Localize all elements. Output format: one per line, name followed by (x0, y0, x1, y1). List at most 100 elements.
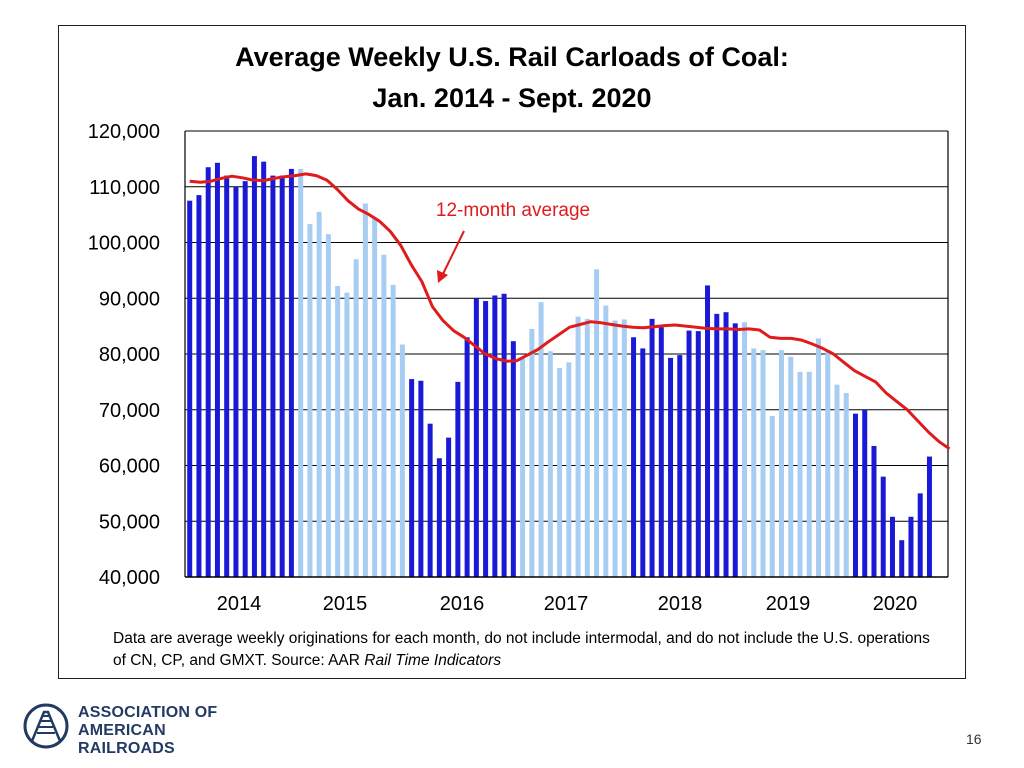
bar-2016-4 (436, 458, 442, 577)
bar-2017-11 (612, 320, 618, 577)
x-tick-label-2014: 2014 (217, 593, 262, 615)
logo-line-2: AMERICAN RAILROADS (78, 722, 175, 757)
bar-2018-8 (695, 331, 701, 577)
bar-2018-5 (668, 357, 674, 577)
bar-2017-12 (621, 319, 627, 577)
bar-2015-2 (307, 224, 313, 578)
bar-2015-12 (399, 344, 405, 577)
chart-frame (58, 25, 966, 679)
bar-2015-11 (390, 284, 396, 577)
bar-2018-2 (640, 348, 646, 577)
bar-2020-4 (880, 476, 886, 577)
bar-2019-2 (751, 348, 757, 577)
bar-2016-5 (446, 437, 452, 577)
bar-2018-1 (631, 337, 637, 577)
bar-2016-6 (455, 381, 461, 577)
chart-subtitle: Jan. 2014 - Sept. 2020 (372, 83, 652, 113)
bar-2014-5 (224, 175, 230, 577)
bar-2015-6 (344, 292, 350, 577)
bar-2014-8 (251, 156, 257, 577)
y-tick-label: 70,000 (99, 400, 160, 422)
x-tick-label-2015: 2015 (323, 593, 368, 615)
annotation-12-month-average: 12-month average (436, 200, 590, 221)
bar-2019-3 (760, 350, 766, 577)
bar-2016-7 (464, 337, 470, 577)
bar-2020-3 (871, 445, 877, 577)
bar-2017-3 (538, 302, 544, 577)
bar-2016-1 (409, 379, 415, 577)
bar-2017-1 (520, 358, 526, 577)
bar-2015-10 (381, 254, 387, 577)
bar-2015-1 (298, 168, 304, 577)
footnote-text: Data are average weekly originations for… (113, 630, 930, 669)
bar-2014-12 (288, 168, 294, 577)
y-tick-label: 50,000 (99, 511, 160, 533)
bar-2017-4 (547, 351, 553, 577)
bar-2017-10 (603, 305, 609, 577)
aar-logo: ASSOCIATION OF AMERICAN RAILROADS (22, 700, 262, 757)
bar-2016-2 (418, 380, 424, 577)
bar-2019-5 (779, 350, 785, 577)
bar-2018-10 (714, 313, 720, 577)
page-number: 16 (966, 731, 982, 747)
bar-2016-11 (501, 293, 507, 577)
bar-2014-2 (196, 195, 202, 578)
bar-2017-6 (566, 362, 572, 577)
bar-2018-7 (686, 330, 692, 577)
annotation-arrowhead (437, 270, 448, 283)
footnote-source: Rail Time Indicators (364, 652, 502, 669)
bar-2014-7 (242, 181, 248, 578)
bar-2016-10 (492, 295, 498, 577)
bar-2016-9 (483, 301, 489, 577)
bar-2020-7 (908, 516, 914, 577)
bar-2017-5 (557, 367, 563, 577)
bar-2015-4 (325, 234, 331, 577)
bar-2019-10 (825, 351, 831, 577)
bar-2015-5 (335, 285, 341, 577)
bar-2019-4 (769, 415, 775, 577)
bar-2019-9 (815, 338, 821, 577)
series-line-12-month-average (189, 172, 951, 451)
x-tick-label-2017: 2017 (544, 593, 589, 615)
y-tick-label: 60,000 (99, 456, 160, 478)
aar-logo-text: ASSOCIATION OF AMERICAN RAILROADS (78, 704, 262, 758)
aar-emblem-icon (23, 703, 69, 749)
bar-2019-7 (797, 371, 803, 577)
annotation-arrow (441, 230, 465, 277)
bar-2020-1 (852, 413, 858, 577)
bar-2014-6 (233, 186, 239, 577)
x-tick-label-2016: 2016 (440, 593, 485, 615)
bar-2020-5 (889, 516, 895, 577)
bar-2015-7 (353, 259, 359, 577)
bar-2019-11 (834, 384, 840, 577)
bar-2016-8 (473, 298, 479, 577)
bar-2014-10 (270, 175, 276, 577)
bar-2018-3 (649, 318, 655, 577)
logo-line-1: ASSOCIATION OF (78, 704, 218, 721)
bar-2017-9 (594, 269, 600, 577)
bar-2016-12 (510, 341, 516, 577)
bar-2015-8 (362, 203, 368, 577)
bar-2020-9 (926, 456, 932, 577)
bar-2014-9 (261, 161, 267, 577)
bar-2020-6 (899, 540, 905, 577)
bar-2015-9 (372, 217, 378, 577)
bar-2018-6 (677, 355, 683, 577)
y-tick-label: 40,000 (99, 567, 160, 589)
x-tick-label-2018: 2018 (658, 593, 703, 615)
bar-2019-1 (742, 322, 748, 577)
bar-2018-4 (658, 327, 664, 577)
y-tick-label: 90,000 (99, 288, 160, 310)
bar-2020-8 (917, 493, 923, 577)
y-tick-label: 120,000 (88, 121, 160, 143)
x-tick-label-2019: 2019 (766, 593, 811, 615)
bar-2017-2 (529, 328, 535, 577)
x-tick-label-2020: 2020 (873, 593, 918, 615)
bar-2014-1 (187, 200, 193, 577)
y-tick-label: 100,000 (88, 233, 160, 255)
bar-2014-3 (205, 167, 211, 578)
bar-2019-12 (843, 393, 849, 577)
bar-2014-4 (214, 162, 220, 577)
bar-2017-8 (584, 318, 590, 577)
